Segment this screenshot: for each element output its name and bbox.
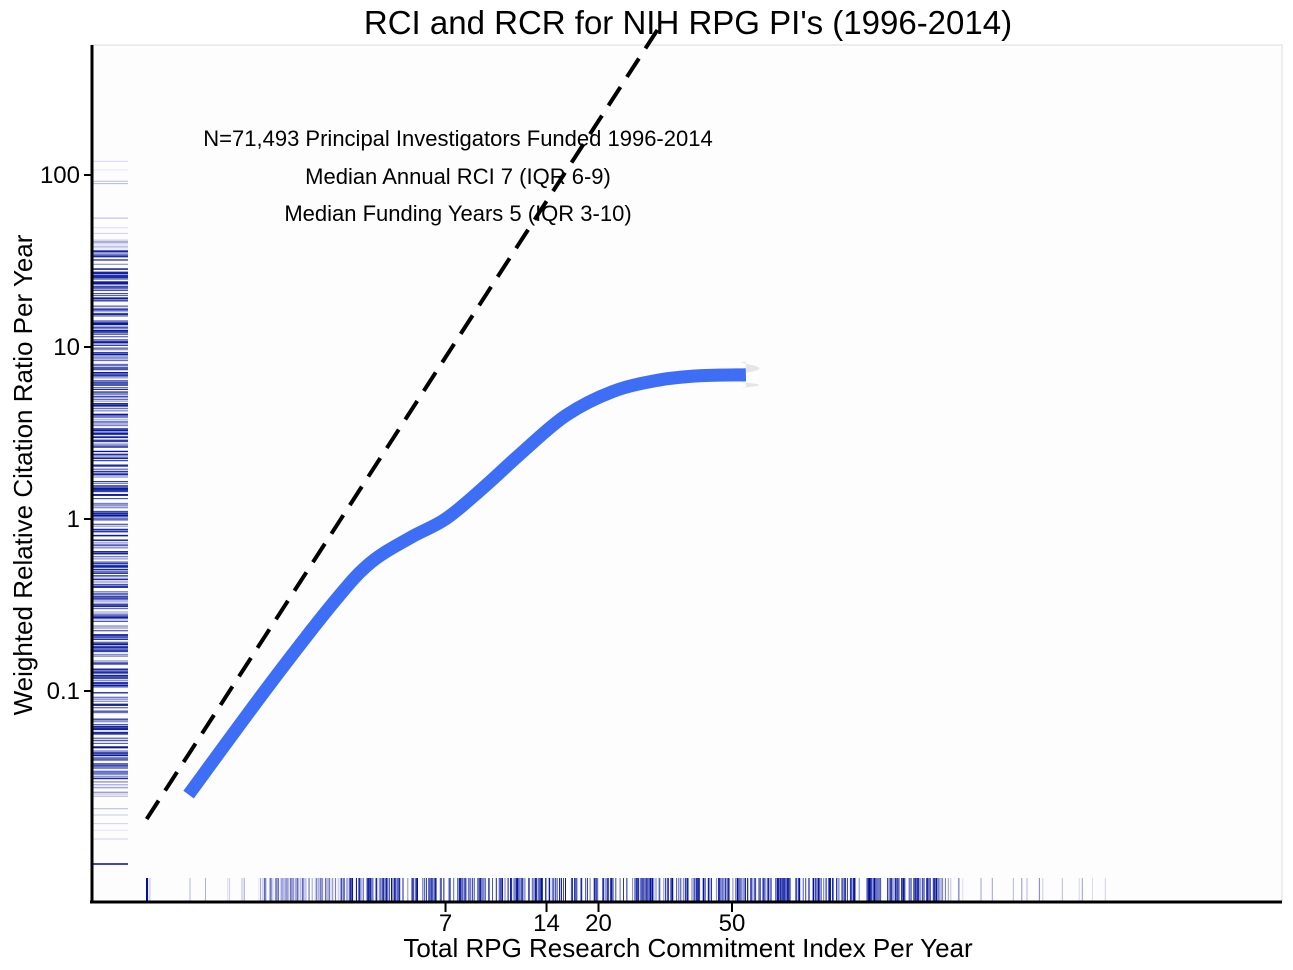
annotation-1: N=71,493 Principal Investigators Funded … xyxy=(203,126,712,151)
x-ticks: 7 14 20 50 xyxy=(439,902,746,937)
x-tick-label-50: 50 xyxy=(719,910,746,937)
reference-dashed-line xyxy=(144,28,660,821)
y-tick-label-100: 100 xyxy=(40,162,80,189)
annotation-3: Median Funding Years 5 (IQR 3-10) xyxy=(284,201,631,226)
y-ticks: 0.1 1 10 100 xyxy=(40,162,92,705)
y-tick-label-10: 10 xyxy=(53,334,80,361)
x-axis-label: Total RPG Research Commitment Index Per … xyxy=(403,933,973,963)
x-tick-label-7: 7 xyxy=(439,910,452,937)
x-rug xyxy=(146,878,1106,901)
annotations: N=71,493 Principal Investigators Funded … xyxy=(203,126,712,226)
y-rug xyxy=(93,160,128,865)
series-line xyxy=(183,368,747,799)
plot-area xyxy=(91,28,1283,903)
y-tick-label-1: 1 xyxy=(67,506,80,533)
chart-title: RCI and RCR for NIH RPG PI's (1996-2014) xyxy=(364,4,1012,41)
y-tick-label-0.1: 0.1 xyxy=(47,678,80,705)
y-axis-label: Weighted Relative Citation Ratio Per Yea… xyxy=(8,234,38,715)
x-tick-label-20: 20 xyxy=(585,910,612,937)
annotation-2: Median Annual RCI 7 (IQR 6-9) xyxy=(305,164,611,189)
x-tick-label-14: 14 xyxy=(533,910,560,937)
plot-background xyxy=(91,44,1283,903)
